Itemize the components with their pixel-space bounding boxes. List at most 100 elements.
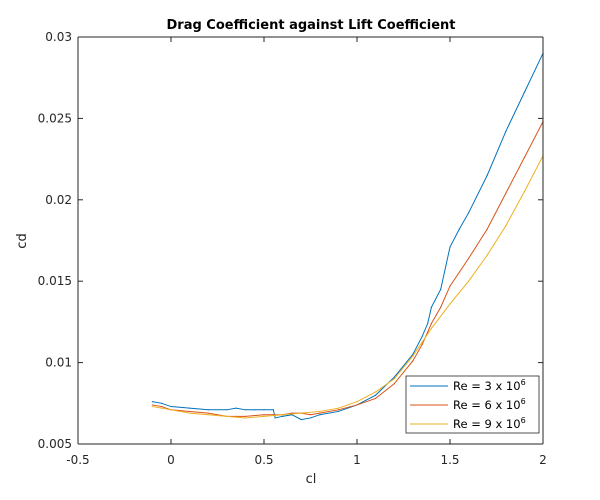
- series-2: [151, 121, 544, 417]
- series-3-point: [244, 417, 246, 419]
- series-2-point: [440, 306, 442, 308]
- x-tick-label: 2: [539, 453, 547, 467]
- series-1-point: [272, 409, 274, 411]
- series-2-point: [505, 192, 507, 194]
- axes: [77, 36, 544, 445]
- series-2-point: [375, 397, 377, 400]
- series-3-point: [189, 412, 191, 414]
- x-tick-label: 1: [353, 453, 361, 467]
- series-1-point: [151, 401, 153, 403]
- series-1-point: [523, 91, 526, 93]
- series-2-point: [449, 285, 451, 287]
- series-3-point: [356, 401, 358, 403]
- series-1-point: [235, 407, 237, 409]
- series-2-point: [319, 412, 321, 414]
- y-tick-label: 0.02: [45, 193, 72, 207]
- series-2-point: [189, 410, 191, 413]
- series-3: [151, 155, 544, 419]
- x-tick-label: 0.5: [254, 453, 273, 467]
- series-2-point: [486, 228, 488, 230]
- y-ticks: 0.005 0.01 0.015 0.02 0.025 0.03: [38, 30, 543, 451]
- series-3-point: [337, 407, 339, 409]
- series-3-point: [207, 414, 209, 416]
- series-1-point: [170, 405, 172, 408]
- legend-label: Re = 9 x 106: [453, 416, 526, 431]
- series-1-point: [427, 322, 429, 325]
- series-1-point: [449, 246, 451, 248]
- series-3-point: [486, 254, 488, 256]
- series-2-point: [244, 415, 246, 417]
- legend-exponent: 6: [521, 397, 526, 406]
- series-2-point: [393, 383, 395, 385]
- series-1-point: [375, 394, 377, 396]
- series-3-point: [263, 415, 265, 417]
- series-3-point: [170, 409, 172, 411]
- series-1-point: [440, 288, 442, 290]
- series-1-point: [309, 417, 312, 419]
- series-2-point: [161, 405, 163, 408]
- series-2-point: [151, 404, 153, 406]
- series-1-point: [486, 174, 488, 176]
- series-3-point: [151, 405, 153, 408]
- series-2-point: [309, 414, 312, 416]
- series-3-point: [319, 410, 321, 413]
- series-1-point: [430, 306, 432, 308]
- series-1-point: [421, 335, 423, 338]
- x-tick-label: 0: [167, 453, 175, 467]
- y-tick-label: 0.025: [38, 111, 72, 125]
- y-axis-label: cd: [15, 233, 30, 248]
- series-3-point: [375, 391, 377, 393]
- series-2-point: [337, 409, 339, 411]
- y-tick-label: 0.03: [45, 30, 72, 44]
- series-2-point: [356, 404, 358, 406]
- series-3-point: [505, 225, 507, 227]
- y-tick-label: 0.015: [38, 274, 72, 288]
- series-2-point: [207, 412, 209, 414]
- legend: Re = 3 x 106 Re = 6 x 106 Re = 9 x 106: [405, 375, 540, 434]
- series-3-point: [430, 327, 432, 330]
- series-3-point: [226, 415, 228, 417]
- series-3-point: [523, 191, 526, 193]
- series-3-point: [300, 412, 302, 414]
- series-1-point: [274, 417, 276, 419]
- chart-title: Drag Coefficient against Lift Coefficien…: [167, 18, 456, 33]
- legend-entry-3: Re = 9 x 106: [410, 416, 526, 431]
- series-2-point: [430, 322, 432, 325]
- series-1: [151, 52, 544, 421]
- legend-exponent: 6: [521, 416, 526, 425]
- series-1-point: [393, 376, 395, 378]
- series-2-line: [152, 121, 544, 417]
- series-1-point: [505, 130, 507, 133]
- series-3-point: [412, 355, 414, 357]
- series-group: [151, 52, 544, 421]
- legend-label: Re = 6 x 106: [453, 397, 526, 412]
- series-3-point: [393, 378, 395, 380]
- legend-entry-1: Re = 3 x 106: [410, 378, 526, 393]
- series-2-point: [421, 344, 423, 346]
- series-1-point: [468, 212, 470, 214]
- x-axis-label: cl: [306, 472, 317, 487]
- series-1-point: [254, 409, 256, 411]
- series-1-point: [189, 407, 191, 409]
- series-1-point: [337, 410, 339, 413]
- series-1-point: [161, 402, 163, 404]
- series-1-point: [319, 414, 321, 416]
- y-tick-label: 0.005: [38, 437, 72, 451]
- series-1-point: [458, 228, 460, 230]
- legend-label: Re = 3 x 106: [453, 378, 526, 393]
- series-2-point: [468, 257, 470, 260]
- x-tick-label: 1.5: [440, 453, 459, 467]
- legend-exponent: 6: [521, 378, 526, 387]
- series-1-point: [226, 409, 228, 411]
- legend-entry-2: Re = 6 x 106: [410, 397, 526, 412]
- series-1-point: [244, 409, 246, 411]
- series-2-point: [412, 360, 414, 362]
- series-3-point: [449, 303, 451, 305]
- series-2-point: [263, 414, 265, 416]
- x-tick-label: -0.5: [66, 453, 89, 467]
- series-1-point: [282, 415, 284, 417]
- series-1-point: [300, 418, 302, 421]
- series-3-point: [282, 414, 284, 416]
- series-3-point: [161, 407, 163, 409]
